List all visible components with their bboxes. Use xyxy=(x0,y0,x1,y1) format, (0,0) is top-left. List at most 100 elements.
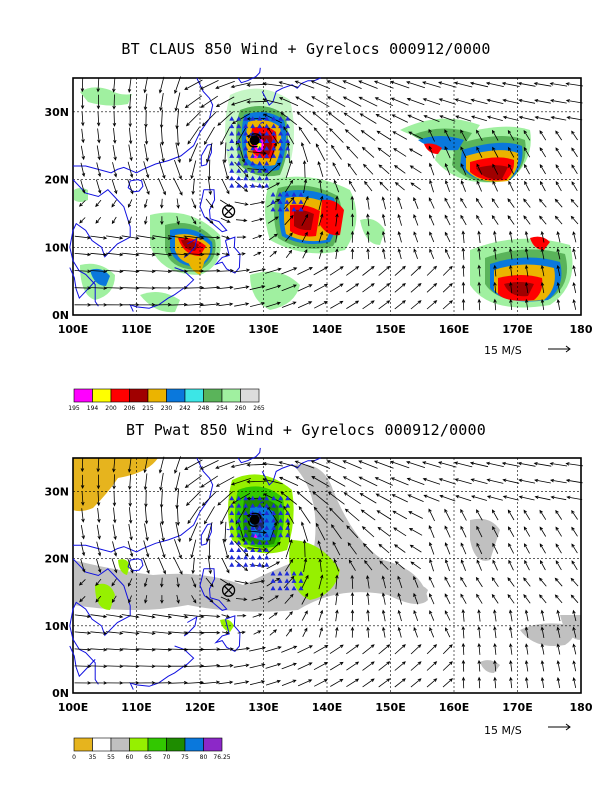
wind-vector xyxy=(176,216,180,226)
wind-vector xyxy=(517,82,536,87)
wind-vector xyxy=(313,506,328,524)
wind-vector xyxy=(78,200,86,207)
wind-vector xyxy=(501,81,520,87)
wind-vector xyxy=(359,113,377,124)
lon-label: 110E xyxy=(121,323,151,336)
wind-vector xyxy=(408,511,423,519)
wind-vector xyxy=(555,509,563,520)
wind-vector xyxy=(555,526,562,537)
wind-vector xyxy=(128,595,132,604)
wind-vector xyxy=(312,111,329,126)
wind-vector xyxy=(90,269,108,274)
wind-vector xyxy=(358,80,378,89)
wind-vector xyxy=(444,145,451,159)
wind-vector xyxy=(406,97,425,106)
wind-vector xyxy=(408,148,423,157)
wind-vector xyxy=(366,592,370,605)
wind-vector xyxy=(137,303,156,307)
panel2-grid xyxy=(73,458,581,693)
wind-vector xyxy=(413,626,418,638)
gyre-location-triangle xyxy=(250,145,256,151)
wind-vector xyxy=(491,129,499,141)
wind-vector xyxy=(250,579,266,584)
wind-vector xyxy=(366,195,370,210)
gyre-location-triangle xyxy=(257,123,263,129)
wind-vector xyxy=(217,268,235,273)
wind-vector xyxy=(523,215,531,225)
gyre-location-triangle xyxy=(264,168,270,173)
wind-vector xyxy=(566,495,583,500)
wind-vector xyxy=(231,492,251,504)
wind-vector xyxy=(221,235,231,240)
coastline xyxy=(226,149,230,151)
wind-vector xyxy=(199,630,221,635)
wind-vector xyxy=(144,595,148,604)
gyre-location-triangle xyxy=(243,145,249,151)
colorbar-swatch xyxy=(110,388,130,403)
wind-vector xyxy=(518,98,536,104)
wind-vector xyxy=(509,659,513,672)
wind-vector xyxy=(128,507,133,524)
wind-vector xyxy=(486,115,503,121)
wind-vector xyxy=(455,495,472,502)
gyre-location-triangle xyxy=(271,116,277,121)
wind-vector xyxy=(234,680,250,685)
wind-vector xyxy=(176,125,180,147)
wind-vector xyxy=(127,540,134,558)
wind-vector xyxy=(238,522,246,543)
wind-vector xyxy=(233,663,250,668)
wind-vector xyxy=(507,577,515,587)
gyre-location-triangle xyxy=(257,554,263,560)
wind-vector xyxy=(265,541,281,556)
wind-vector xyxy=(408,527,423,536)
wind-vector xyxy=(507,198,515,208)
wind-vector xyxy=(571,543,578,554)
wind-vector xyxy=(570,577,579,587)
wind-vector xyxy=(143,198,148,209)
panel2-gyre-marker xyxy=(221,512,262,597)
wind-vector xyxy=(95,578,102,587)
wind-vector xyxy=(366,248,370,260)
wind-vector xyxy=(105,647,124,652)
wind-vector xyxy=(137,286,156,290)
wind-vector xyxy=(231,113,251,125)
wind-vector xyxy=(507,593,515,604)
wind-vector xyxy=(539,509,547,520)
wind-vector xyxy=(390,477,409,486)
wind-vector xyxy=(144,489,148,508)
wind-vector xyxy=(329,283,344,293)
wind-vector xyxy=(442,265,453,276)
wind-vector xyxy=(80,162,86,178)
wind-vector xyxy=(518,115,535,121)
wind-vector xyxy=(80,474,85,490)
panel2-wind-ref-arrow xyxy=(548,723,571,731)
wind-vector xyxy=(539,543,546,554)
colorbar-label: 265 xyxy=(253,405,265,412)
wind-vector xyxy=(335,609,339,622)
wind-vector xyxy=(382,248,386,260)
wind-vector xyxy=(128,127,133,145)
wind-vector xyxy=(508,230,513,243)
wind-vector xyxy=(160,126,165,146)
wind-vector xyxy=(460,180,466,192)
gyre-location-triangle xyxy=(264,495,270,501)
gyre-location-triangle xyxy=(250,554,256,560)
gyre-location-triangle xyxy=(285,525,291,530)
gyre-location-triangle xyxy=(236,503,242,508)
wind-vector xyxy=(379,181,389,191)
wind-vector xyxy=(96,145,101,161)
panel2-map: 30N 20N 10N 0N 100E 110E 120E 130E 140E 150E 160E… xyxy=(44,447,593,761)
wind-vector xyxy=(428,162,435,176)
wind-vector xyxy=(572,265,577,277)
wind-vector xyxy=(301,521,309,542)
wind-vector xyxy=(128,94,132,111)
typhoon-symbol-arm xyxy=(251,512,262,519)
wind-vector xyxy=(470,478,488,484)
wind-vector xyxy=(539,147,547,158)
wind-vector xyxy=(302,248,308,259)
gyre-location-triangle xyxy=(257,547,263,552)
wind-vector xyxy=(311,96,330,108)
gyre-location-triangle xyxy=(264,145,270,151)
wind-vector xyxy=(144,523,149,542)
wind-vector xyxy=(572,231,577,243)
